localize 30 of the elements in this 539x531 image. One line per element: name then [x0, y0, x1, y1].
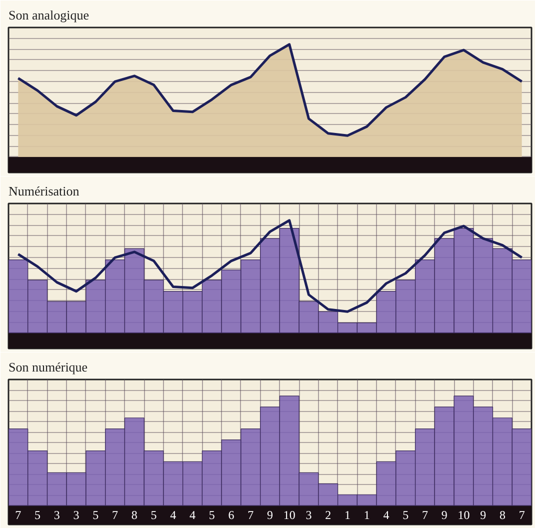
data-label: 8: [499, 508, 506, 522]
data-label: 5: [402, 508, 409, 522]
data-label: 7: [15, 508, 22, 522]
data-label: 7: [518, 508, 525, 522]
data-label: 5: [34, 508, 41, 522]
data-label: 1: [344, 508, 350, 522]
data-label: 2: [325, 508, 332, 522]
data-label: 6: [228, 508, 234, 522]
data-label: 4: [383, 508, 390, 522]
data-label: 4: [190, 508, 196, 522]
data-label: 7: [248, 508, 254, 522]
data-label: 7: [422, 508, 428, 522]
chart-title: Son numérique: [8, 360, 88, 374]
data-label: 5: [208, 508, 215, 522]
data-label: 3: [54, 508, 60, 522]
data-label: 4: [170, 508, 176, 522]
data-label: 7: [112, 508, 118, 522]
data-label: 9: [441, 508, 448, 522]
data-label: 5: [150, 508, 157, 522]
data-label: 10: [458, 508, 470, 522]
data-label: 5: [92, 508, 99, 522]
data-label: 8: [131, 508, 138, 522]
data-label: 1: [364, 508, 370, 522]
data-label: 9: [480, 508, 486, 522]
chart-title: Numérisation: [8, 184, 80, 198]
data-label: 10: [283, 508, 296, 522]
data-label: 3: [73, 508, 80, 522]
data-label: 3: [306, 508, 312, 522]
data-label: 9: [267, 508, 273, 522]
chart-title: Son analogique: [8, 8, 90, 22]
